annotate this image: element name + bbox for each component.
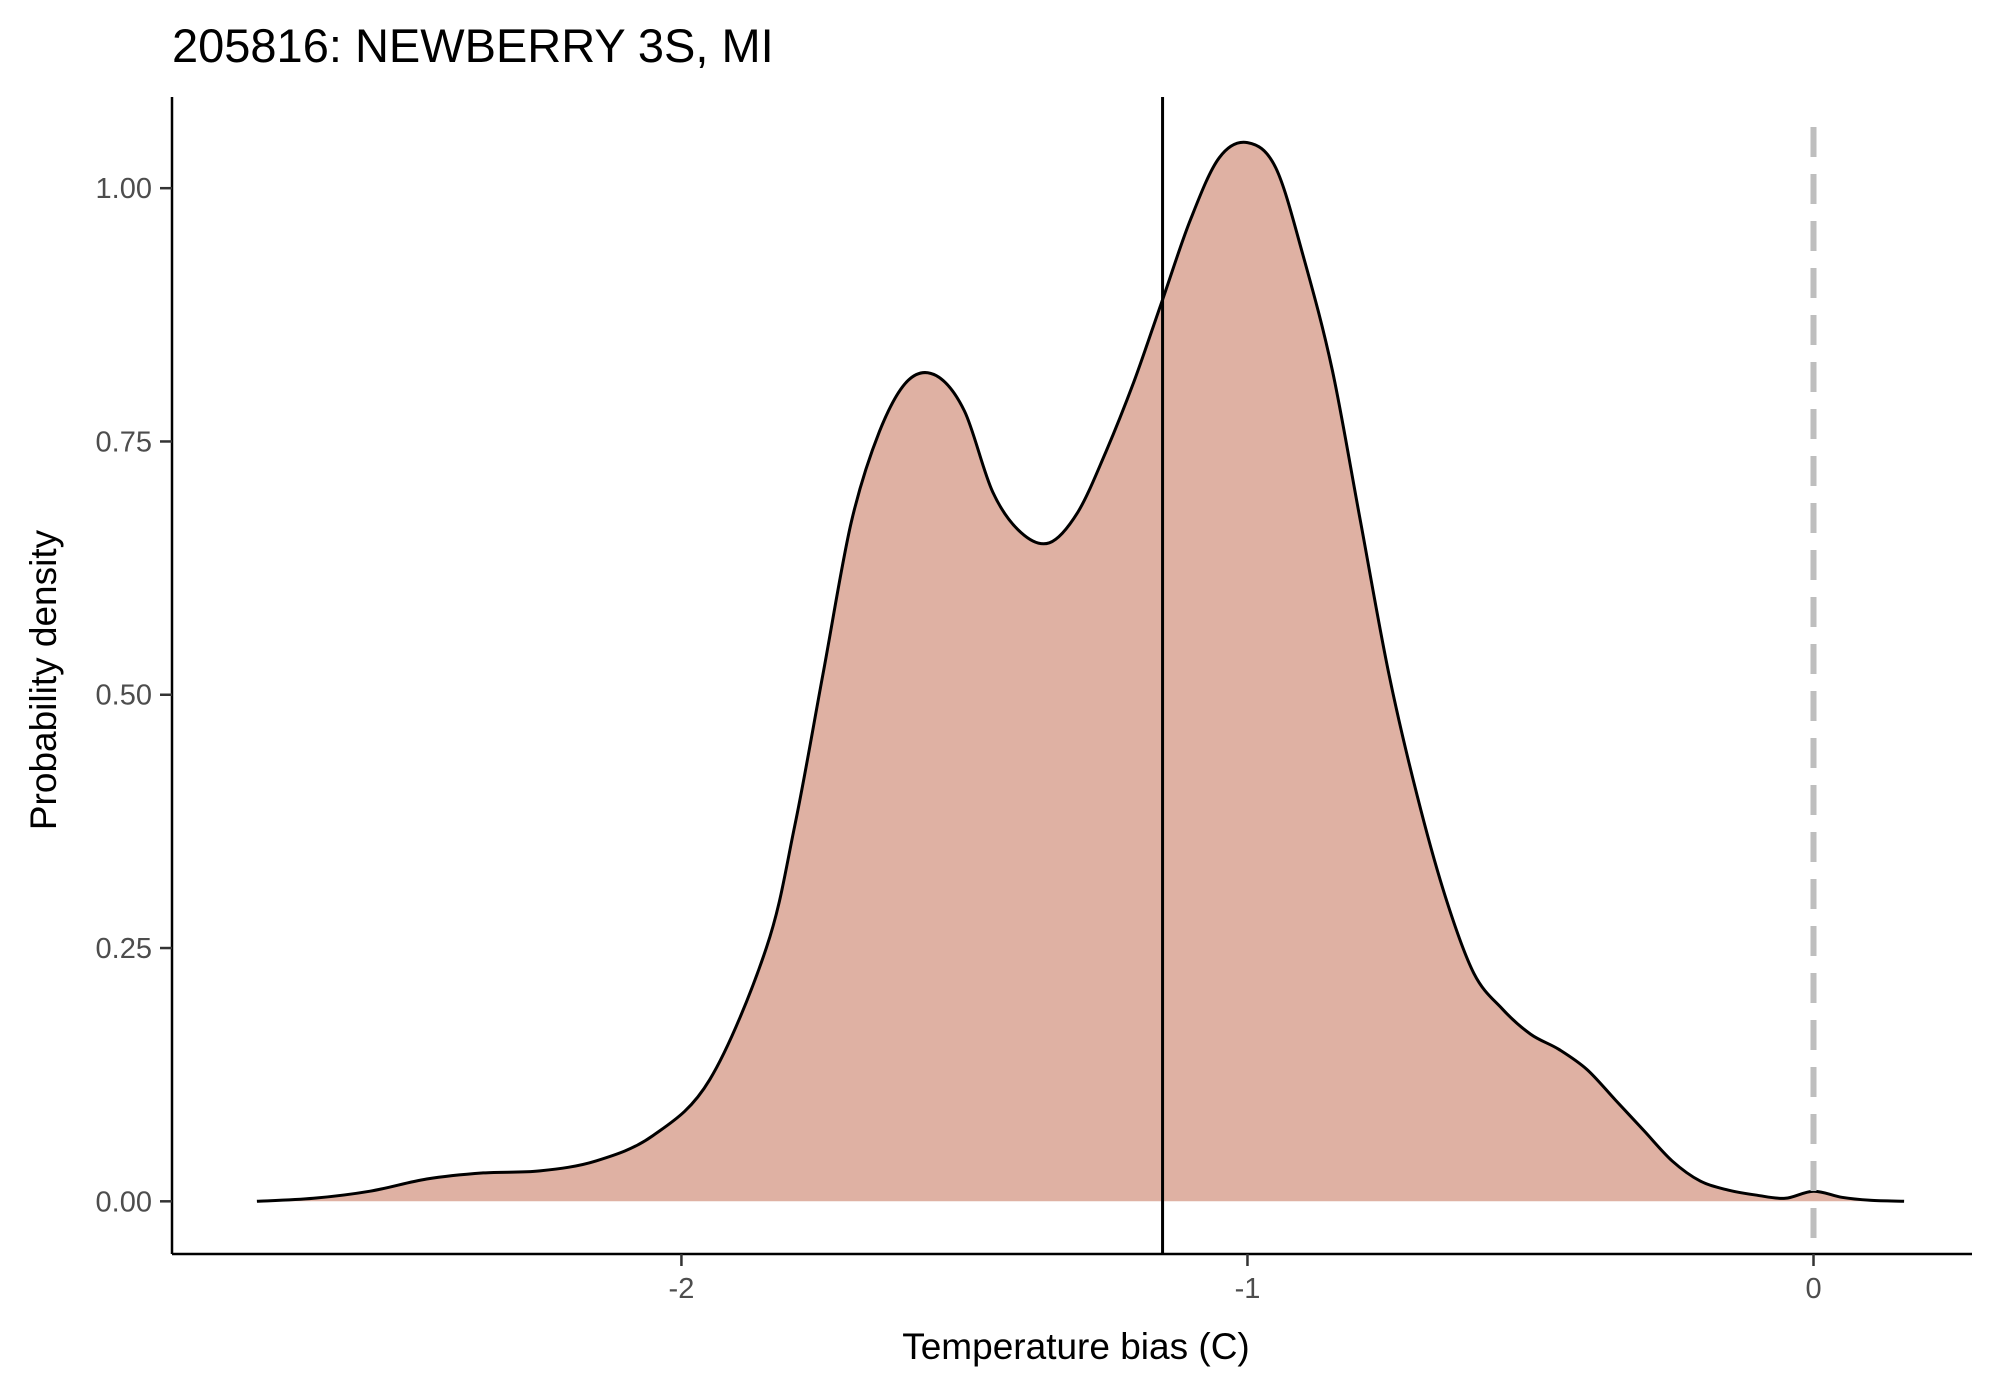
chart-title: 205816: NEWBERRY 3S, MI (172, 19, 774, 72)
density-area-fill (256, 142, 1905, 1202)
x-tick-label: 0 (1805, 1273, 1821, 1305)
y-axis-ticks: 0.00 0.25 0.50 0.75 1.00 (96, 173, 172, 1218)
y-tick-label: 1.00 (96, 173, 152, 205)
y-tick-label: 0.75 (96, 426, 152, 458)
y-tick-label: 0.00 (96, 1186, 152, 1218)
x-tick-label: -1 (1235, 1273, 1261, 1305)
y-tick-label: 0.25 (96, 933, 152, 965)
density-area-group (256, 140, 1905, 1203)
reference-lines-group (1161, 97, 1817, 1254)
y-axis-title: Probability density (23, 529, 64, 830)
density-curve-line (256, 140, 1905, 1203)
x-tick-label: -2 (669, 1273, 695, 1305)
x-axis-title: Temperature bias (C) (902, 1326, 1250, 1367)
y-tick-label: 0.50 (96, 680, 152, 712)
x-axis-ticks: -2 -1 0 (669, 1254, 1822, 1305)
